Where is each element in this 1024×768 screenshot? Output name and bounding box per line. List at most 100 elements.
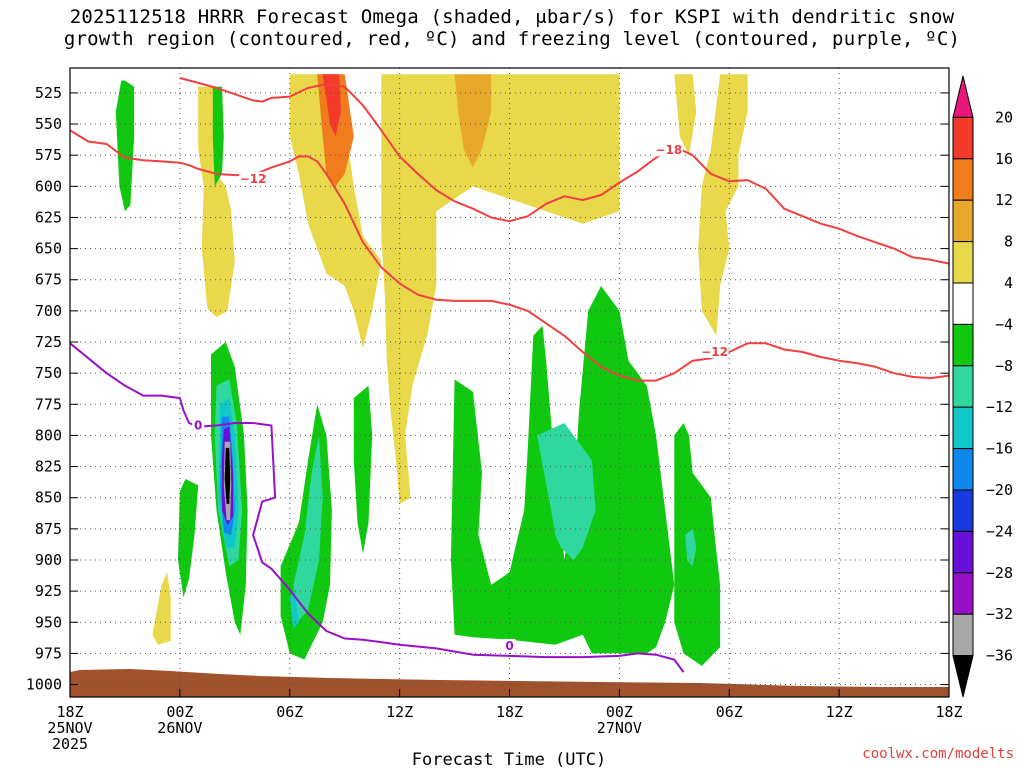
y-tick-label-5: 650 [35, 240, 62, 258]
omega-region-11 [178, 479, 199, 598]
y-tick-label-13: 850 [35, 489, 62, 507]
colorbar-swatch-8 [952, 406, 974, 450]
contour-label-bg-2 [700, 344, 729, 358]
colorbar-label-2: 12 [995, 191, 1013, 209]
colorbar: 20 16 12 8 4 −4 −8 −12 −16 −20 −24 −28 −32 −36 [952, 75, 1013, 698]
y-tick-label-11: 800 [35, 426, 62, 444]
colorbar-label-6: −8 [995, 357, 1013, 375]
omega-region-21 [289, 591, 299, 629]
colorbar-swatch-4 [952, 241, 974, 284]
omega-region-22 [353, 385, 373, 554]
colorbar-label-5: −4 [995, 315, 1013, 333]
y-axis-ticks: 525 550 575 600 625 650 675 700 725 750 775 800 825 8… [26, 84, 949, 694]
chart-title-line2: growth region (contoured, red, ºC) and f… [63, 28, 961, 50]
x-tick-label-6-0: 06Z [716, 703, 743, 721]
freezing-level-contour [70, 342, 685, 673]
colorbar-label-10: −24 [986, 522, 1013, 540]
contour-label-1: −18 [655, 143, 682, 157]
omega-region-0 [115, 80, 135, 212]
y-tick-label-8: 725 [35, 333, 62, 351]
credit-text: coolwx.com/modelts [862, 746, 1014, 762]
colorbar-label-1: 16 [995, 150, 1013, 168]
omega-region-18 [224, 447, 231, 504]
contour-label-bg-4 [503, 638, 516, 652]
colorbar-swatch-5 [952, 282, 974, 325]
x-tick-label-7-0: 12Z [826, 703, 853, 721]
y-tick-label-15: 900 [35, 551, 62, 569]
y-tick-label-3: 600 [35, 177, 62, 195]
omega-region-20 [293, 435, 323, 623]
contour-label-3: 0 [194, 418, 202, 432]
contour-label-bg-3 [192, 418, 205, 432]
contour-label-0: −12 [240, 172, 267, 186]
colorbar-label-9: −20 [986, 481, 1013, 499]
colorbar-swatch-7 [952, 365, 974, 408]
x-tick-label-0-0: 18Z [56, 703, 83, 721]
colorbar-label-12: −32 [986, 605, 1013, 623]
y-tick-label-17: 950 [35, 613, 62, 631]
omega-region-10 [698, 74, 748, 336]
dgz-contour-lower-boundary [70, 129, 949, 382]
y-tick-label-7: 700 [35, 302, 62, 320]
y-tick-label-10: 775 [35, 395, 62, 413]
chart-title: 2025112518 HRRR Forecast Omega (shaded, … [0, 6, 1024, 50]
omega-region-6 [381, 74, 620, 504]
colorbar-swatch-2 [952, 158, 974, 201]
omega-region-7 [454, 74, 492, 168]
omega-region-25 [674, 423, 721, 666]
y-tick-label-16: 925 [35, 582, 62, 600]
omega-region-1 [198, 86, 235, 318]
x-tick-label-3-0: 12Z [386, 703, 413, 721]
colorbar-swatch-9 [952, 448, 974, 491]
contour-label-bg-1 [654, 143, 683, 157]
colorbar-label-13: −36 [986, 647, 1013, 665]
x-tick-label-8-0: 18Z [935, 703, 962, 721]
omega-region-26 [685, 528, 697, 567]
colorbar-label-7: −12 [986, 398, 1013, 416]
contour-label-2: −12 [701, 345, 728, 359]
contour-label-4: 0 [505, 639, 513, 653]
x-tick-label-5-1: 27NOV [597, 719, 642, 737]
y-tick-label-9: 750 [35, 364, 62, 382]
y-tick-label-19: 1000 [26, 676, 62, 694]
contour-lines [70, 77, 949, 673]
y-tick-label-12: 825 [35, 458, 62, 476]
colorbar-swatch-11 [952, 530, 974, 574]
omega-region-23 [450, 286, 675, 654]
omega-region-5 [322, 74, 341, 137]
y-tick-label-4: 625 [35, 208, 62, 226]
colorbar-label-11: −28 [986, 564, 1013, 582]
y-tick-label-6: 675 [35, 271, 62, 289]
x-tick-label-5-0: 00Z [606, 703, 633, 721]
colorbar-swatch-12 [952, 572, 974, 615]
colorbar-swatch-13 [952, 613, 974, 657]
colorbar-label-0: 20 [995, 108, 1013, 126]
colorbar-bottom-arrow [952, 655, 974, 698]
chart-title-line1: 2025112518 HRRR Forecast Omega (shaded, … [69, 6, 955, 28]
omega-region-3 [289, 74, 382, 349]
y-tick-label-14: 875 [35, 520, 62, 538]
colorbar-label-3: 8 [1004, 233, 1013, 251]
x-tick-label-1-0: 00Z [166, 703, 193, 721]
omega-region-8 [152, 572, 171, 645]
y-tick-label-18: 975 [35, 644, 62, 662]
y-tick-label-0: 525 [35, 84, 62, 102]
x-tick-label-0-2: 2025 [52, 735, 88, 753]
x-tick-label-4-0: 18Z [496, 703, 523, 721]
omega-region-24 [537, 423, 596, 560]
x-tick-label-0-1: 25NOV [47, 719, 92, 737]
colorbar-swatch-10 [952, 489, 974, 532]
omega-region-9 [674, 74, 697, 156]
y-tick-label-1: 550 [35, 115, 62, 133]
omega-region-2 [212, 86, 224, 187]
y-tick-label-2: 575 [35, 146, 62, 164]
dgz-contour-upper-boundary [179, 77, 949, 265]
colorbar-swatch-1 [952, 116, 974, 160]
colorbar-label-4: 4 [1004, 274, 1013, 292]
contour-labels: −12 −18 −12 0 0 [192, 143, 729, 653]
x-tick-label-1-1: 26NOV [157, 719, 202, 737]
colorbar-swatch-6 [952, 323, 974, 367]
colorbar-swatch-3 [952, 199, 974, 243]
